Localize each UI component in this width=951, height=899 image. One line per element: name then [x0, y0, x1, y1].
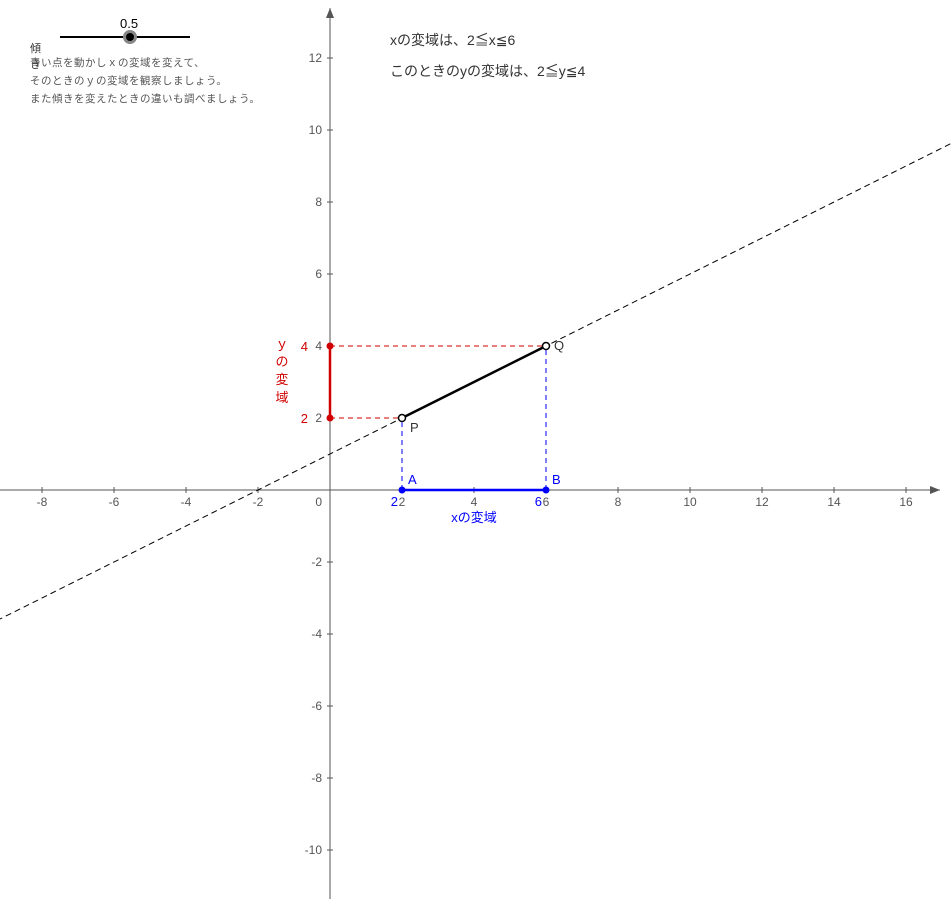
x-tick-label: 14: [827, 495, 841, 509]
y-range-high-label: 4: [301, 339, 308, 354]
x-tick-label: -8: [37, 495, 48, 509]
y-tick-label: 6: [315, 267, 322, 281]
y-domain-label-char: 域: [275, 390, 288, 405]
point-a[interactable]: [399, 487, 406, 494]
y-tick-label: 2: [315, 411, 322, 425]
x-tick-label: 10: [683, 495, 697, 509]
y-range-low-point: [327, 415, 334, 422]
point-b-value: 6: [535, 494, 542, 509]
y-tick-label: -2: [311, 555, 322, 569]
x-tick-label: 12: [755, 495, 769, 509]
y-domain-label-char: の: [275, 354, 288, 369]
point-a-label: A: [408, 472, 417, 487]
point-b[interactable]: [543, 487, 550, 494]
x-domain-label: xの変域: [451, 510, 497, 525]
x-tick-label: 4: [471, 495, 478, 509]
y-range-low-label: 2: [301, 411, 308, 426]
point-p: [399, 415, 406, 422]
x-tick-label: -2: [253, 495, 264, 509]
point-p-label: P: [410, 420, 419, 435]
y-domain-label-char: ｙ: [275, 336, 288, 351]
x-tick-label: 8: [615, 495, 622, 509]
x-tick-label: 16: [899, 495, 913, 509]
x-tick-label: 2: [399, 495, 406, 509]
y-range-high-point: [327, 343, 334, 350]
x-tick-label: -6: [109, 495, 120, 509]
point-q: [543, 343, 550, 350]
y-tick-label: -4: [311, 627, 322, 641]
x-axis-arrow: [930, 486, 940, 494]
x-tick-label: 6: [543, 495, 550, 509]
point-q-label: Q: [554, 338, 564, 353]
y-tick-label: 10: [309, 123, 323, 137]
origin-label: 0: [315, 495, 322, 509]
y-tick-label: 8: [315, 195, 322, 209]
y-domain-label-char: 変: [275, 372, 288, 387]
y-tick-label: -10: [305, 843, 323, 857]
y-tick-label: -6: [311, 699, 322, 713]
y-tick-label: 12: [309, 51, 323, 65]
plot-canvas: -8 -6 -4 -2 2 4 6 8 10 12 14 16 -10 -8 -6 -4 -2 2 4 6 8 10 12 0…: [0, 0, 951, 899]
y-tick-label: -8: [311, 771, 322, 785]
x-tick-label: -4: [181, 495, 192, 509]
point-a-value: 2: [391, 494, 398, 509]
y-axis-arrow: [326, 8, 334, 18]
y-tick-label: 4: [315, 339, 322, 353]
point-b-label: B: [552, 472, 561, 487]
segment-pq: [402, 346, 546, 418]
